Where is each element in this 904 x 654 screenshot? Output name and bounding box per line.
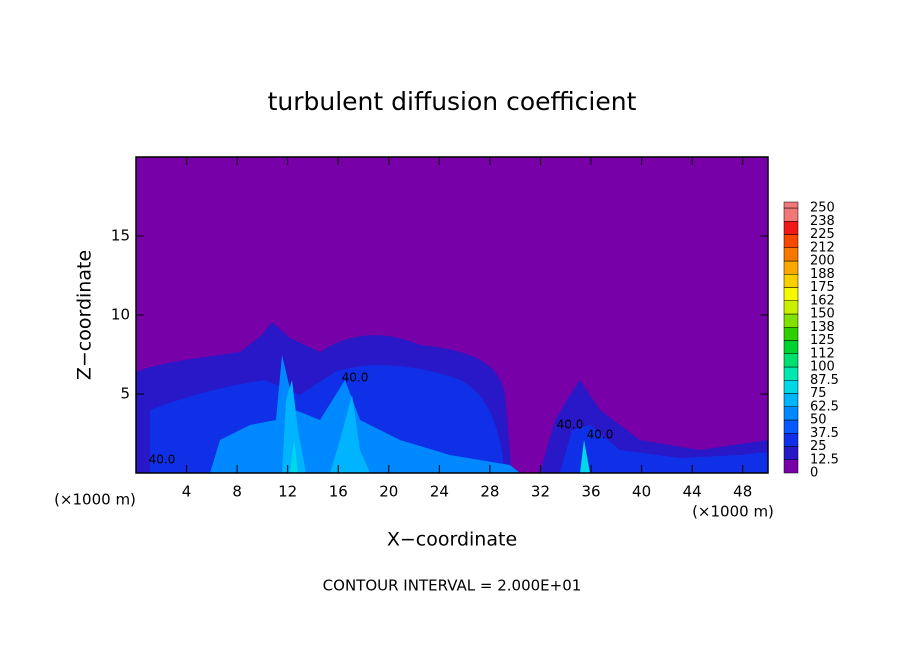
colorbar-tick-label: 75 <box>810 386 827 401</box>
colorbar-band <box>783 300 799 315</box>
x-tick-label: 4 <box>182 483 192 501</box>
colorbar-tick-label: 188 <box>810 267 835 282</box>
colorbar-tick-label: 12.5 <box>810 452 839 467</box>
x-tick-label: 28 <box>480 483 499 501</box>
x-tick-label: 44 <box>683 483 702 501</box>
colorbar-tick-label: 100 <box>810 360 835 375</box>
colorbar-tick-label: 37.5 <box>810 426 839 441</box>
contour-label: 40.0 <box>557 418 584 432</box>
x-axis-label: X−coordinate <box>387 529 517 551</box>
y-tick-label: 10 <box>111 306 130 324</box>
colorbar-tick-label: 138 <box>810 320 835 335</box>
colorbar-band <box>783 353 799 368</box>
x-tick-label: 48 <box>733 483 752 501</box>
colorbar-band <box>783 393 799 407</box>
colorbar-band <box>783 207 799 222</box>
colorbar-tick-label: 50 <box>810 413 827 428</box>
field-region <box>560 425 768 473</box>
colorbar-band <box>783 340 799 354</box>
y-tick-label: 5 <box>120 385 130 403</box>
colorbar-tick-label: 238 <box>810 214 835 229</box>
x-tick-label: 24 <box>430 483 449 501</box>
colorbar-tick-label: 175 <box>810 280 835 295</box>
colorbar-band <box>783 406 799 421</box>
colorbar-tick-label: 0 <box>810 466 818 481</box>
colorbar-band <box>783 446 799 460</box>
colorbar-tick-label: 212 <box>810 240 835 255</box>
colorbar-cap <box>783 201 799 209</box>
field <box>136 157 768 473</box>
x-unit-label: (×1000 m) <box>692 503 774 521</box>
x-tick-label: 12 <box>278 483 297 501</box>
colorbar-tick-label: 200 <box>810 254 835 269</box>
field-region <box>282 380 370 473</box>
y-tick-label: 15 <box>111 227 130 245</box>
colorbar-band <box>783 366 799 381</box>
colorbar-tick-label: 250 <box>810 201 835 216</box>
y-axis-label: Z−coordinate <box>74 250 96 380</box>
contour-label: 40.0 <box>587 428 614 442</box>
x-unit-label: (×1000 m) <box>54 491 136 509</box>
x-tick-label: 20 <box>379 483 398 501</box>
x-tick-label: 36 <box>581 483 600 501</box>
chart-title: turbulent diffusion coefficient <box>268 87 637 116</box>
x-tick-label: 40 <box>632 483 651 501</box>
colorbar-tick-label: 62.5 <box>810 399 839 414</box>
colorbar-band <box>783 274 799 288</box>
colorbar-band <box>783 287 799 301</box>
x-tick-label: 8 <box>232 483 242 501</box>
colorbar-tick-label: 125 <box>810 333 835 348</box>
colorbar-tick-label: 112 <box>810 346 835 361</box>
colorbar-tick-label: 87.5 <box>810 373 839 388</box>
colorbar-tick-label: 162 <box>810 293 835 308</box>
colorbar-band <box>783 234 799 248</box>
contour-label: 40.0 <box>149 453 176 467</box>
colorbar-band <box>783 459 799 474</box>
footnote: CONTOUR INTERVAL = 2.000E+01 <box>323 577 582 595</box>
colorbar-tick-label: 225 <box>810 227 835 242</box>
contour-label: 40.0 <box>342 371 369 385</box>
x-tick-label: 32 <box>531 483 550 501</box>
colorbar-band <box>783 433 799 447</box>
colorbar-band <box>783 221 799 235</box>
colorbar-band <box>783 260 799 275</box>
colorbar-band <box>783 380 799 394</box>
colorbar-tick-label: 25 <box>810 439 827 454</box>
colorbar-band <box>783 247 799 262</box>
colorbar-band <box>783 327 799 341</box>
x-tick-label: 16 <box>329 483 348 501</box>
colorbar-tick-label: 150 <box>810 307 835 322</box>
colorbar-band <box>783 313 799 328</box>
colorbar-band <box>783 419 799 434</box>
